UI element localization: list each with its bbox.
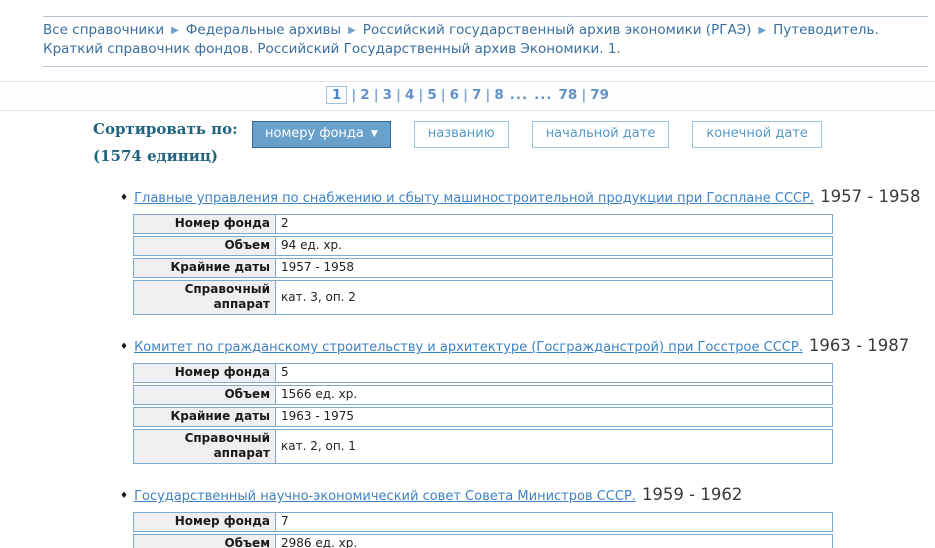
- fund-entry: ♦ Комитет по гражданскому строительству и…: [120, 337, 935, 466]
- pagination-ellipsis: ...: [509, 87, 529, 103]
- field-label: Объем: [133, 534, 275, 548]
- bullet-diamond-icon: ♦: [120, 342, 129, 352]
- fund-table-row: Объем 1566 ед. хр.: [133, 385, 833, 405]
- pagination: 1 | 2 | 3 | 4 | 5 | 6 | 7 | 8...... 78 | 79: [0, 81, 935, 111]
- pagination-separator: |: [351, 87, 357, 103]
- fund-table-row: Крайние даты 1957 - 1958: [133, 258, 833, 278]
- sort-button[interactable]: номеру фонда ▼: [252, 121, 391, 148]
- pagination-separator: |: [581, 87, 587, 103]
- pagination-separator: |: [373, 87, 379, 103]
- fund-date-range: 1963 - 1987: [808, 336, 910, 355]
- pagination-page-link[interactable]: 4: [404, 87, 415, 103]
- entries-list: ♦ Главные управления по снабжению и сбыту…: [120, 188, 935, 548]
- breadcrumb-arrow-icon: ▶: [171, 25, 179, 36]
- dropdown-arrow-icon: ▼: [370, 129, 378, 139]
- pagination-separator: |: [485, 87, 491, 103]
- field-label: Справочный аппарат: [133, 429, 275, 464]
- field-label: Объем: [133, 385, 275, 405]
- breadcrumb: Все справочники ▶ Федеральные архивы ▶ Росси…: [43, 16, 928, 67]
- fund-table-row: Номер фонда 5: [133, 363, 833, 383]
- pagination-page-link[interactable]: 3: [382, 87, 393, 103]
- field-value: кат. 2, оп. 1: [275, 429, 833, 464]
- field-value: 2: [275, 214, 833, 234]
- field-value: 2986 ед. хр.: [275, 534, 833, 548]
- field-value: 1963 - 1975: [275, 407, 833, 427]
- field-label: Номер фонда: [133, 214, 275, 234]
- field-value: 1957 - 1958: [275, 258, 833, 278]
- sort-button[interactable]: начальной дате: [531, 121, 670, 148]
- breadcrumb-link[interactable]: Российский государственный архив экономи…: [362, 22, 752, 38]
- field-value: 94 ед. хр.: [275, 236, 833, 256]
- field-value: 1566 ед. хр.: [275, 385, 833, 405]
- pagination-separator: |: [440, 87, 446, 103]
- bullet-diamond-icon: ♦: [120, 193, 129, 203]
- pagination-page-link[interactable]: 6: [449, 87, 460, 103]
- fund-entry-header: ♦ Комитет по гражданскому строительству и…: [120, 337, 935, 357]
- pagination-page-link[interactable]: 79: [590, 87, 610, 103]
- fund-title-link[interactable]: Главные управления по снабжению и сбыту …: [134, 191, 815, 206]
- fund-date-range: 1957 - 1958: [820, 187, 921, 206]
- fund-entry: ♦ Главные управления по снабжению и сбыту…: [120, 188, 935, 317]
- fund-entry-header: ♦ Государственный научно-экономический со…: [120, 486, 935, 506]
- field-label: Крайние даты: [133, 407, 275, 427]
- pagination-page-link[interactable]: 2: [360, 87, 370, 103]
- fund-table-row: Объем 94 ед. хр.: [133, 236, 833, 256]
- sort-buttons: номеру фонда ▼ названию начальной дате конеч…: [252, 119, 845, 148]
- pagination-ellipsis: ...: [534, 87, 553, 103]
- fund-entry-header: ♦ Главные управления по снабжению и сбыту…: [120, 188, 935, 208]
- fund-table-row: Справочный аппарат кат. 2, оп. 1: [133, 429, 833, 464]
- fund-title-link[interactable]: Комитет по гражданскому строительству и …: [134, 340, 803, 355]
- breadcrumb-link[interactable]: Путеводитель. Краткий справочник фондов.…: [43, 22, 879, 57]
- fund-table-row: Номер фонда 2: [133, 214, 833, 234]
- pagination-separator: |: [396, 87, 401, 103]
- sort-button[interactable]: конечной дате: [692, 121, 822, 148]
- sort-button-label: начальной дате: [545, 126, 656, 141]
- fund-table-row: Крайние даты 1963 - 1975: [133, 407, 833, 427]
- pagination-page-link[interactable]: 78: [558, 87, 578, 103]
- pagination-page-link[interactable]: 8: [494, 87, 504, 103]
- sort-button-label: номеру фонда: [265, 126, 364, 141]
- fund-title-link[interactable]: Государственный научно-экономический сов…: [134, 489, 636, 504]
- sort-label: Сортировать по:: [93, 120, 238, 138]
- page: Все справочники ▶ Федеральные архивы ▶ Росси…: [0, 16, 935, 548]
- fund-table-row: Справочный аппарат кат. 3, оп. 2: [133, 280, 833, 315]
- sort-button-label: конечной дате: [706, 126, 808, 141]
- field-value: 5: [275, 363, 833, 383]
- fund-details-table: Номер фонда 2 Объем 94 ед. хр. Крайние д…: [133, 212, 833, 317]
- pagination-current-page: 1: [325, 86, 348, 104]
- sort-left-column: Сортировать по: (1574 единиц): [93, 119, 252, 166]
- breadcrumb-link[interactable]: Федеральные архивы: [185, 22, 342, 38]
- fund-date-range: 1959 - 1962: [641, 485, 743, 504]
- pagination-separator: |: [463, 87, 468, 103]
- field-label: Номер фонда: [133, 512, 275, 532]
- pagination-separator: |: [418, 87, 424, 103]
- pagination-page-link[interactable]: 5: [427, 87, 437, 103]
- field-value: 7: [275, 512, 833, 532]
- field-label: Объем: [133, 236, 275, 256]
- field-value: кат. 3, оп. 2: [275, 280, 833, 315]
- fund-table-row: Объем 2986 ед. хр.: [133, 534, 833, 548]
- sort-button[interactable]: названию: [413, 121, 509, 148]
- breadcrumb-arrow-icon: ▶: [758, 25, 767, 36]
- fund-entry: ♦ Государственный научно-экономический со…: [120, 486, 935, 548]
- breadcrumb-link[interactable]: Все справочники: [43, 22, 165, 38]
- sort-section: Сортировать по: (1574 единиц) номеру фон…: [93, 119, 935, 166]
- fund-details-table: Номер фонда 7 Объем 2986 ед. хр. Крайние…: [133, 510, 833, 548]
- results-count: (1574 единиц): [93, 147, 219, 165]
- fund-details-table: Номер фонда 5 Объем 1566 ед. хр. Крайние…: [133, 361, 833, 466]
- field-label: Номер фонда: [133, 363, 275, 383]
- breadcrumb-arrow-icon: ▶: [348, 25, 356, 36]
- bullet-diamond-icon: ♦: [120, 491, 129, 501]
- field-label: Крайние даты: [133, 258, 275, 278]
- fund-table-row: Номер фонда 7: [133, 512, 833, 532]
- field-label: Справочный аппарат: [133, 280, 275, 315]
- pagination-page-link[interactable]: 7: [472, 87, 482, 103]
- sort-button-label: названию: [427, 126, 495, 141]
